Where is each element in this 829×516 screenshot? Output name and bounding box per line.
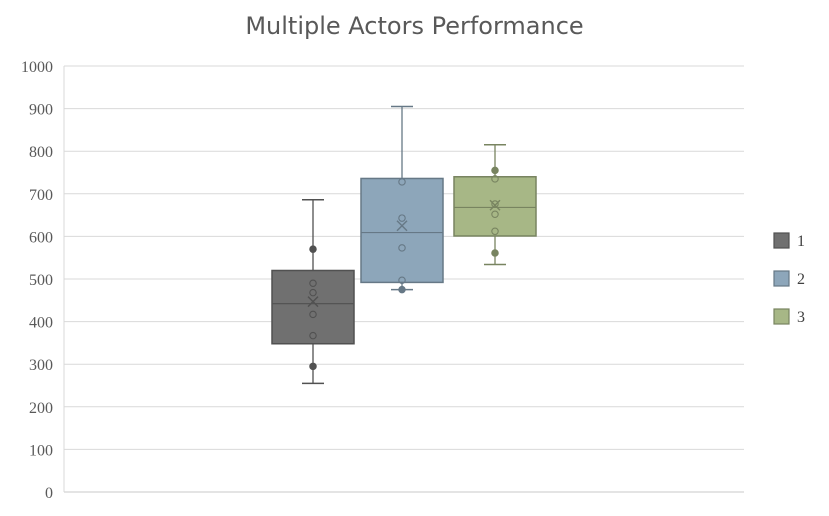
y-tick-label: 200 [29, 400, 53, 417]
legend-swatch-3 [774, 309, 789, 324]
y-tick-label: 500 [29, 272, 53, 289]
legend-swatch-1 [774, 233, 789, 248]
y-tick-label: 1000 [21, 59, 53, 76]
box-series-3 [454, 145, 536, 265]
y-tick-label: 0 [45, 485, 53, 502]
legend: 1 2 3 [774, 233, 805, 326]
data-point-filled [492, 167, 498, 173]
data-point-filled [492, 250, 498, 256]
data-point-filled [399, 286, 405, 292]
y-axis-ticks: 0 100 200 300 400 500 600 700 800 900 1000 [21, 59, 53, 502]
legend-label-1: 1 [797, 233, 805, 250]
y-tick-label: 700 [29, 187, 53, 204]
y-tick-label: 100 [29, 442, 53, 459]
data-point-filled [310, 363, 316, 369]
box-iqr [454, 177, 536, 236]
y-tick-label: 900 [29, 102, 53, 119]
legend-label-2: 2 [797, 271, 805, 288]
box-series-2 [361, 106, 443, 292]
y-tick-label: 600 [29, 229, 53, 246]
y-tick-label: 800 [29, 144, 53, 161]
y-tick-label: 300 [29, 357, 53, 374]
box-series [272, 106, 536, 383]
legend-label-3: 3 [797, 309, 805, 326]
box-iqr [361, 178, 443, 282]
y-tick-label: 400 [29, 315, 53, 332]
legend-swatch-2 [774, 271, 789, 286]
data-point-filled [310, 246, 316, 252]
box-series-1 [272, 200, 354, 384]
